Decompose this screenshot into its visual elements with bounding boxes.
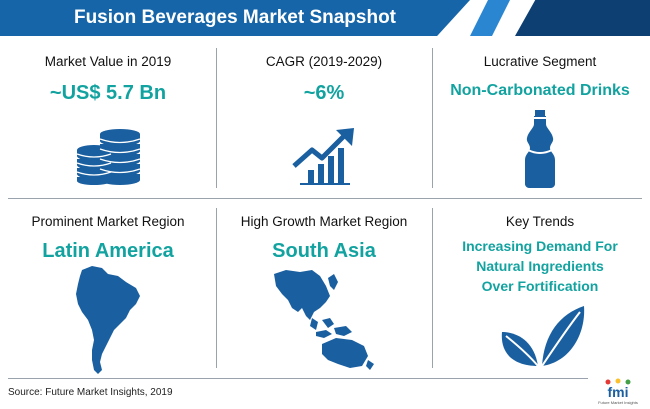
divider-vertical — [216, 208, 217, 368]
growth-chart-icon — [292, 128, 354, 185]
prominent-region-value: Latin America — [42, 240, 174, 262]
growth-region-cell: High Growth Market Region South Asia — [216, 208, 432, 378]
south-america-map-icon — [76, 266, 140, 374]
growth-region-label: High Growth Market Region — [240, 214, 408, 229]
market-value-value: ~US$ 5.7 Bn — [49, 82, 167, 104]
header-stripe-light — [470, 0, 510, 36]
divider-horizontal — [8, 378, 588, 379]
segment-cell: Lucrative Segment Non-Carbonated Drinks — [432, 48, 648, 198]
source-note: Source: Future Market Insights, 2019 — [8, 387, 173, 398]
header-stripe-dark — [515, 0, 650, 36]
cagr-cell: CAGR (2019-2029) ~6% — [216, 48, 432, 198]
segment-label: Lucrative Segment — [483, 54, 597, 69]
page-title: Fusion Beverages Market Snapshot — [0, 0, 470, 36]
header-bar: Fusion Beverages Market Snapshot — [0, 0, 650, 36]
trends-line: Natural Ingredients — [476, 258, 604, 274]
prominent-region-label: Prominent Market Region — [31, 214, 185, 229]
market-value-cell: Market Value in 2019 ~US$ 5.7 Bn — [0, 48, 216, 198]
divider-vertical — [432, 208, 433, 368]
trends-label: Key Trends — [505, 214, 575, 229]
growth-region-value: South Asia — [272, 240, 376, 262]
fmi-logo: fmi Future Market Insights — [598, 378, 638, 405]
leaf-icon — [501, 306, 585, 367]
divider-vertical — [216, 48, 217, 188]
trends-line: Over Fortification — [481, 278, 599, 294]
coins-stack-icon — [76, 129, 141, 185]
prominent-region-cell: Prominent Market Region Latin America — [0, 208, 216, 378]
trends-value: Increasing Demand For Natural Ingredient… — [432, 236, 648, 296]
bottle-icon — [525, 110, 555, 188]
asia-map-icon — [274, 270, 374, 370]
trends-cell: Key Trends Increasing Demand For Natural… — [432, 208, 648, 378]
divider-horizontal — [8, 198, 642, 199]
segment-value: Non-Carbonated Drinks — [450, 82, 630, 99]
svg-text:Future Market Insights: Future Market Insights — [598, 400, 638, 405]
trends-line: Increasing Demand For — [462, 238, 618, 254]
divider-vertical — [432, 48, 433, 188]
market-value-label: Market Value in 2019 — [44, 54, 172, 69]
cagr-value: ~6% — [303, 82, 345, 104]
svg-text:fmi: fmi — [608, 384, 629, 400]
cagr-label: CAGR (2019-2029) — [265, 54, 383, 69]
